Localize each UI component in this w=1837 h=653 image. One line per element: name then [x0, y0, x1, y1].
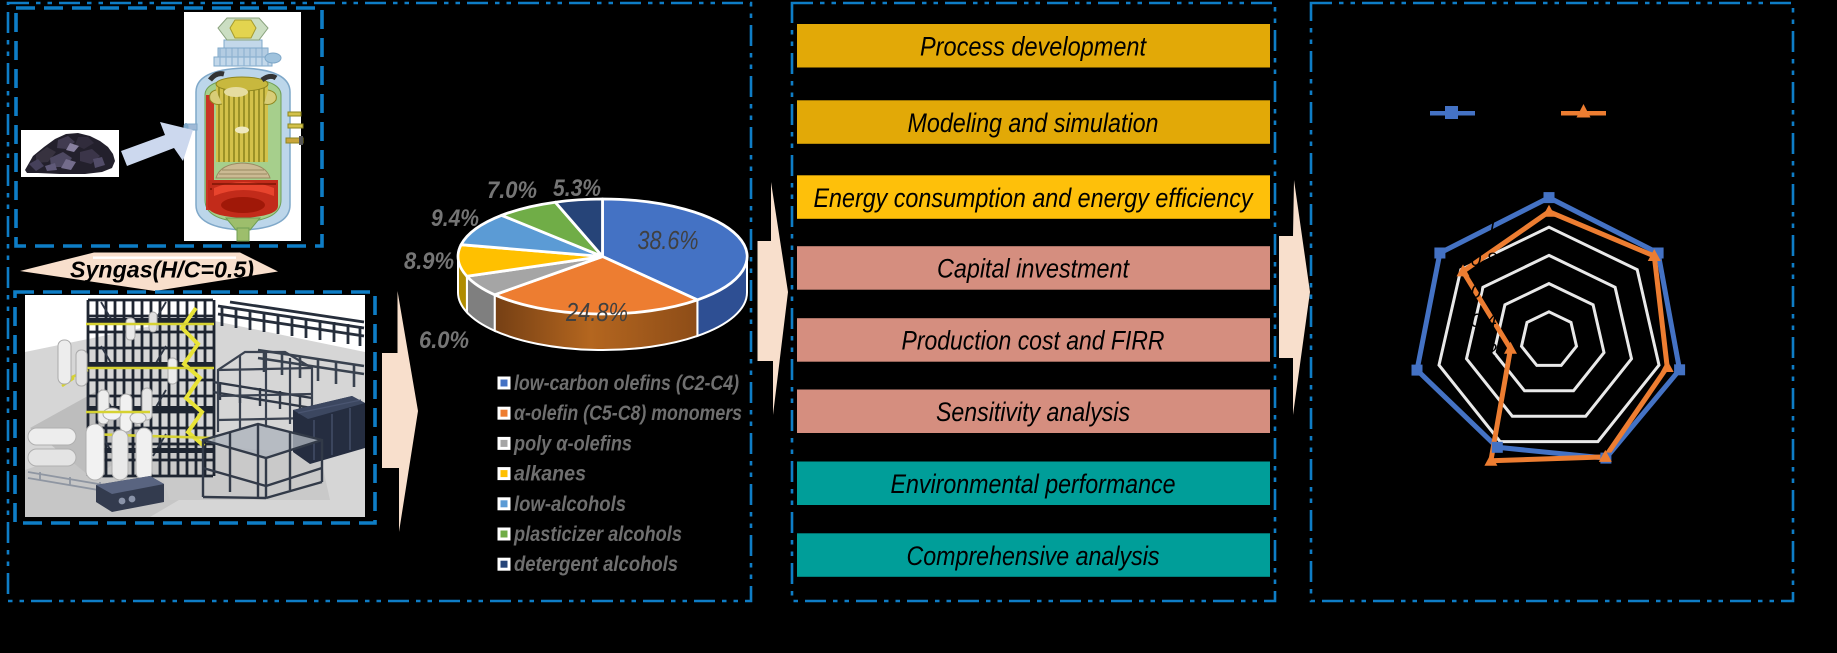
svg-text:Sensitivity analysis: Sensitivity analysis [936, 397, 1130, 427]
svg-text:low-carbon olefins (C2-C4): low-carbon olefins (C2-C4) [514, 372, 739, 395]
svg-text:plasticizer alcohols: plasticizer alcohols [513, 523, 682, 546]
svg-text:Comprehensive analysis: Comprehensive analysis [907, 541, 1160, 571]
svg-text:Modeling and simulation: Modeling and simulation [908, 108, 1159, 138]
svg-text:24.8%: 24.8% [565, 299, 628, 327]
svg-text:0.2: 0.2 [1471, 341, 1498, 362]
svg-text:6.0%: 6.0% [419, 327, 469, 354]
svg-text:0.6: 0.6 [1471, 282, 1498, 303]
svg-text:Capital investment: Capital investment [937, 254, 1130, 284]
svg-text:poly α-olefins: poly α-olefins [513, 432, 632, 455]
svg-text:1: 1 [1486, 218, 1497, 239]
svg-text:Syngas(H/C=0.5): Syngas(H/C=0.5) [70, 257, 254, 283]
svg-text:α-olefin (C5-C8) monomers: α-olefin (C5-C8) monomers [514, 402, 742, 425]
svg-text:Energy consumption and energy: Energy consumption and energy efficiency [814, 183, 1255, 213]
svg-text:8.9%: 8.9% [404, 248, 454, 275]
svg-text:0.4: 0.4 [1471, 311, 1497, 332]
svg-text:7.0%: 7.0% [487, 177, 537, 204]
svg-text:detergent alcohols: detergent alcohols [514, 553, 678, 576]
svg-text:Process development: Process development [920, 32, 1147, 62]
svg-text:0.8: 0.8 [1471, 250, 1498, 271]
svg-text:alkanes: alkanes [514, 463, 586, 486]
svg-text:Environmental performance: Environmental performance [891, 469, 1176, 499]
svg-text:9.4%: 9.4% [431, 205, 479, 232]
svg-text:low-alcohols: low-alcohols [514, 493, 626, 516]
svg-text:Production cost and FIRR: Production cost and FIRR [902, 326, 1165, 356]
svg-text:38.6%: 38.6% [638, 227, 699, 255]
svg-text:5.3%: 5.3% [553, 175, 601, 202]
